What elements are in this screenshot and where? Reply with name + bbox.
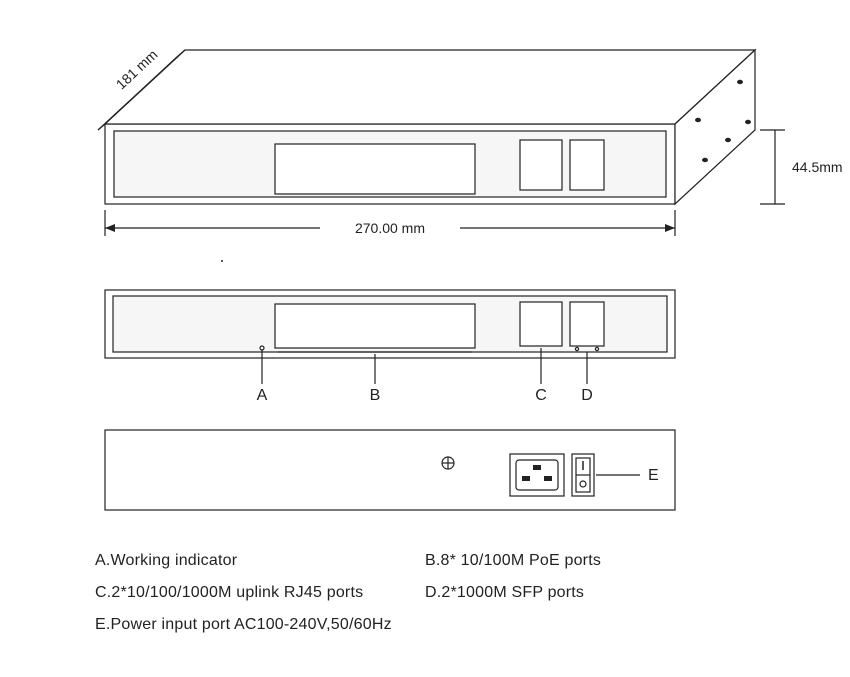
dim-width-text: 270.00 mm: [355, 220, 425, 236]
legend-item-d: D.2*1000M SFP ports: [425, 584, 755, 602]
dim-width: 270.00 mm: [105, 210, 675, 236]
legend-item-a: A.Working indicator: [95, 552, 425, 570]
ground-icon: [442, 457, 454, 469]
legend-item-e: E.Power input port AC100-240V,50/60Hz: [95, 616, 755, 634]
dim-height-text: 44.5mm: [792, 159, 843, 175]
callout-a: A: [257, 387, 268, 404]
callout-c: C: [535, 387, 547, 404]
dim-height: 44.5mm: [760, 130, 843, 204]
legend: A.Working indicator B.8* 10/100M PoE por…: [95, 552, 755, 634]
front-panel: A B C D: [105, 290, 675, 404]
callout-e: E: [648, 467, 659, 484]
callout-d: D: [581, 387, 593, 404]
legend-item-c: C.2*10/100/1000M uplink RJ45 ports: [95, 584, 425, 602]
callout-b: B: [370, 387, 381, 404]
legend-item-b: B.8* 10/100M PoE ports: [425, 552, 755, 570]
rear-panel: E: [105, 430, 675, 510]
isometric-view: 181 mm 44.5mm 270.00 mm: [98, 46, 843, 262]
